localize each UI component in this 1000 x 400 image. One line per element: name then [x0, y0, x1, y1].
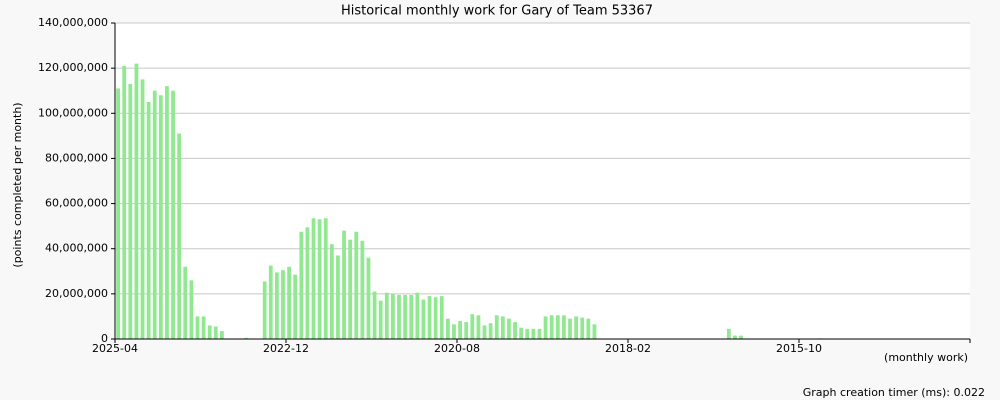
bar	[354, 231, 359, 339]
bar	[378, 300, 383, 339]
bar	[464, 322, 469, 339]
bar	[500, 316, 505, 339]
y-tick-label: 60,000,000	[45, 197, 108, 210]
bar	[543, 316, 548, 339]
bar	[574, 316, 579, 339]
bar	[220, 331, 224, 339]
bar	[372, 291, 377, 339]
bar	[140, 79, 145, 339]
bar	[165, 86, 169, 339]
bar	[274, 272, 279, 339]
bar	[201, 316, 206, 339]
bar	[152, 90, 157, 339]
x-tick-label: 2025-04	[92, 342, 138, 355]
bar	[287, 266, 291, 339]
bar	[476, 315, 481, 339]
bar	[494, 315, 499, 339]
bar	[366, 257, 371, 339]
bar	[507, 318, 511, 339]
bar	[445, 318, 450, 339]
bar	[488, 323, 493, 339]
bar	[403, 294, 408, 339]
bar	[739, 335, 743, 339]
bar	[439, 296, 444, 339]
y-tick-label: 80,000,000	[45, 151, 108, 164]
footer: Graph creation timer (ms): 0.022	[803, 386, 985, 399]
y-tick-label: 0	[101, 332, 108, 345]
bar	[244, 337, 249, 339]
bar	[482, 325, 487, 339]
y-tick-label: 40,000,000	[45, 242, 108, 255]
bar	[549, 315, 554, 339]
y-tick-label: 140,000,000	[38, 16, 108, 29]
chart-title: Historical monthly work for Gary of Team…	[341, 4, 653, 19]
bar	[360, 240, 365, 339]
bar	[568, 318, 572, 339]
x-tick-label: 2015-10	[776, 342, 822, 355]
bar	[262, 281, 267, 339]
bar	[586, 318, 591, 339]
plot-area	[115, 23, 970, 339]
bar	[281, 270, 285, 339]
bar	[421, 299, 426, 339]
bar	[427, 296, 432, 339]
bar	[580, 317, 585, 339]
bar	[158, 95, 163, 339]
y-axis-label: (points completed per month)	[11, 102, 24, 267]
bar	[513, 322, 517, 339]
bar	[293, 274, 298, 339]
bar	[733, 335, 737, 339]
x-tick-label: 2020-08	[434, 342, 480, 355]
bar	[268, 265, 273, 339]
bar	[531, 328, 536, 339]
y-tick-label: 20,000,000	[45, 287, 108, 300]
bar	[317, 219, 322, 339]
bar	[342, 230, 346, 339]
bar	[336, 255, 340, 339]
bar	[195, 316, 200, 339]
y-tick-label: 120,000,000	[38, 61, 108, 74]
bar	[537, 328, 542, 339]
bar	[592, 324, 597, 339]
bar	[726, 328, 731, 339]
bar	[519, 327, 524, 339]
bar	[311, 218, 316, 339]
bar	[452, 324, 456, 339]
bar	[299, 231, 304, 339]
bar	[213, 326, 218, 339]
bar	[409, 294, 414, 339]
bar	[146, 102, 151, 339]
bar	[207, 325, 212, 339]
bar	[329, 244, 334, 339]
bar	[384, 292, 389, 339]
bar	[189, 280, 194, 339]
bar	[397, 294, 401, 339]
bar	[122, 65, 127, 339]
bar	[562, 315, 566, 339]
bar	[348, 239, 353, 339]
bar	[134, 63, 139, 339]
bar	[525, 328, 530, 339]
bar	[458, 320, 462, 339]
bar	[183, 266, 188, 339]
bar	[171, 90, 175, 339]
bar	[433, 297, 438, 339]
y-tick-label: 100,000,000	[38, 106, 108, 119]
x-tick-label: 2018-02	[605, 342, 651, 355]
bar	[116, 88, 120, 339]
bar	[415, 292, 420, 339]
bar	[177, 133, 182, 339]
bar	[323, 218, 328, 339]
x-axis-label: (monthly work)	[884, 351, 968, 364]
bar	[391, 293, 395, 339]
bar	[305, 227, 310, 339]
x-tick-label: 2022-12	[263, 342, 309, 355]
bar	[128, 83, 133, 339]
bar	[470, 314, 475, 339]
bar	[555, 315, 560, 339]
